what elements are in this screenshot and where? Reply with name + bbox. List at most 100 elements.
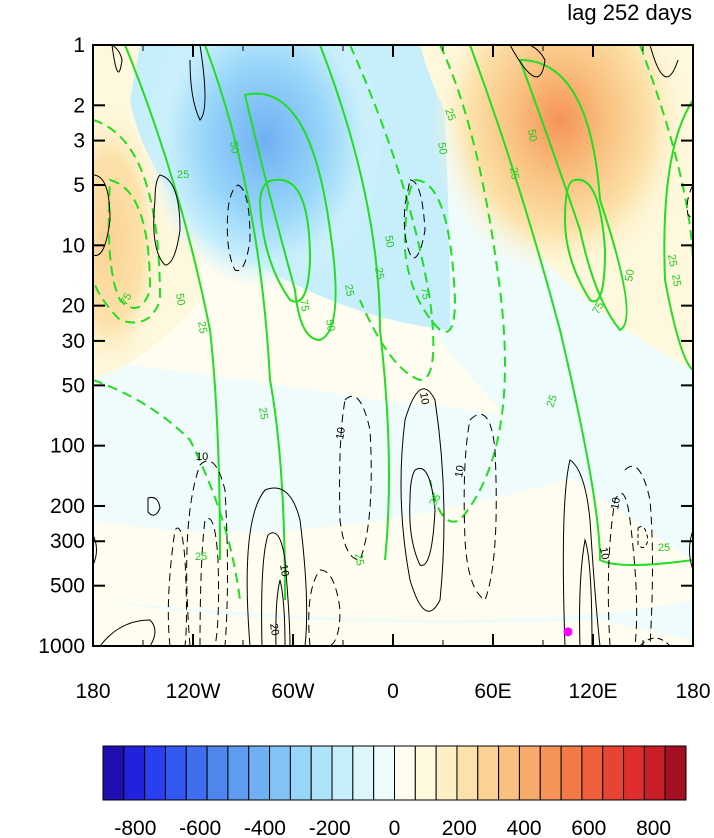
x-tick-label: 180 bbox=[75, 680, 110, 703]
contour-label: 10 bbox=[334, 426, 348, 440]
contour-label: 25 bbox=[669, 273, 683, 287]
black-contour bbox=[409, 467, 436, 566]
field-left-orange bbox=[93, 100, 165, 380]
black-contour-dashed bbox=[186, 460, 228, 646]
colorbar-swatch bbox=[560, 745, 583, 801]
contour-label: 10 bbox=[417, 391, 431, 405]
black-contour bbox=[93, 534, 97, 566]
colorbar-swatch bbox=[248, 745, 271, 801]
colorbar-swatch bbox=[623, 745, 645, 801]
green-contour-dashed bbox=[93, 119, 162, 324]
black-contour-dashed bbox=[199, 517, 220, 646]
contour-label: 25 bbox=[372, 266, 386, 280]
black-contour bbox=[562, 459, 601, 646]
colorbar-swatch bbox=[539, 745, 562, 801]
contour-label: 50 bbox=[623, 268, 637, 282]
green-contour-dashed bbox=[349, 45, 435, 382]
field-cold-band bbox=[93, 45, 693, 560]
x-axis: 180 120W 60W 0 60E 120E 180 bbox=[75, 45, 711, 703]
contour-label: 75 bbox=[118, 291, 135, 308]
y-tick-label: 50 bbox=[62, 374, 85, 397]
colorbar: -800 -600 -400 -200 0 200 400 600 800 bbox=[102, 745, 687, 838]
black-contour bbox=[111, 45, 123, 73]
location-marker bbox=[563, 627, 573, 637]
x-tick-label: 180 bbox=[675, 680, 710, 703]
contour-label: 25 bbox=[256, 406, 270, 420]
colorbar-swatch bbox=[123, 745, 146, 801]
contour-label: 50 bbox=[323, 318, 337, 332]
contour-label: 25 bbox=[195, 551, 207, 563]
green-contour-dashed bbox=[639, 45, 693, 261]
black-contour-dashed bbox=[403, 179, 426, 259]
y-axis: 1 2 3 5 10 20 30 50 100 200 300 500 1000 bbox=[38, 34, 693, 658]
colorbar-swatch bbox=[581, 745, 604, 801]
colorbar-swatch bbox=[498, 745, 520, 801]
colorbar-swatch bbox=[269, 745, 291, 801]
black-contour bbox=[275, 579, 286, 646]
black-contour-dashed bbox=[463, 413, 497, 601]
colorbar-swatch bbox=[602, 745, 625, 801]
y-tick-label: 100 bbox=[50, 435, 85, 458]
black-contour bbox=[99, 619, 156, 646]
contour-label: 25 bbox=[352, 552, 366, 566]
contour-label: 75 bbox=[297, 298, 311, 312]
black-contour bbox=[189, 45, 206, 121]
green-contour-dashed bbox=[403, 178, 457, 333]
black-contour-dashed bbox=[686, 184, 693, 218]
y-tick-label: 2 bbox=[73, 94, 85, 117]
colorbar-swatch bbox=[331, 745, 354, 801]
contour-label: 25 bbox=[342, 283, 356, 297]
y-tick-label: 30 bbox=[62, 330, 85, 353]
y-tick-label: 1 bbox=[73, 34, 85, 57]
field-bottom-cream bbox=[93, 600, 693, 646]
chart-title: lag 252 days bbox=[567, 0, 692, 25]
colorbar-label: -400 bbox=[244, 817, 286, 838]
black-contour bbox=[649, 45, 679, 78]
green-contour bbox=[563, 178, 607, 303]
black-contour bbox=[93, 174, 111, 257]
colorbar-swatch bbox=[289, 745, 312, 801]
contour-label: 25 bbox=[427, 492, 444, 509]
black-contour-dashed bbox=[226, 184, 251, 272]
contour-label: 10 bbox=[277, 563, 291, 577]
black-contour-dashed bbox=[167, 527, 187, 646]
contour-label: 75 bbox=[590, 300, 607, 317]
colorbar-label: -600 bbox=[179, 817, 221, 838]
y-tick-label: 3 bbox=[73, 130, 85, 153]
y-tick-label: 300 bbox=[50, 530, 85, 553]
colorbar-label: 400 bbox=[507, 817, 542, 838]
black-contour bbox=[246, 487, 308, 646]
colorbar-swatch bbox=[456, 745, 479, 801]
green-contour bbox=[469, 45, 693, 566]
black-contour bbox=[261, 532, 291, 646]
colorbar-swatch bbox=[664, 745, 687, 801]
green-contour bbox=[258, 178, 312, 303]
contour-label: 50 bbox=[173, 292, 187, 306]
colorbar-swatch bbox=[435, 745, 458, 801]
x-tick-label: 120E bbox=[568, 680, 617, 703]
black-contour bbox=[153, 174, 181, 266]
colorbar-label: 800 bbox=[636, 817, 671, 838]
contour-labels: 50 25 50 25 75 75 25 50 25 25 25 50 25 7… bbox=[118, 107, 683, 637]
contour-label: 50 bbox=[435, 141, 449, 155]
colorbar-swatch bbox=[206, 745, 229, 801]
contour-label: 25 bbox=[442, 107, 457, 123]
green-contour bbox=[518, 58, 628, 332]
colorbar-label: -200 bbox=[309, 817, 351, 838]
green-contour-dashed bbox=[93, 379, 241, 601]
black-contour bbox=[509, 45, 546, 78]
green-contour-dashed bbox=[429, 45, 506, 523]
colorbar-swatch bbox=[352, 745, 375, 801]
colorbar-swatch bbox=[102, 745, 125, 801]
colorbar-swatch bbox=[227, 745, 250, 801]
contour-label: 25 bbox=[195, 320, 209, 334]
colorbar-label: 600 bbox=[571, 817, 606, 838]
black-contour bbox=[400, 388, 445, 612]
contour-label: 10 bbox=[609, 496, 623, 510]
colorbar-swatch bbox=[414, 745, 437, 801]
colorbar-label: -800 bbox=[114, 817, 156, 838]
colorbar-swatch bbox=[185, 745, 208, 801]
black-contour bbox=[689, 529, 693, 571]
contour-label: 25 bbox=[545, 393, 560, 409]
